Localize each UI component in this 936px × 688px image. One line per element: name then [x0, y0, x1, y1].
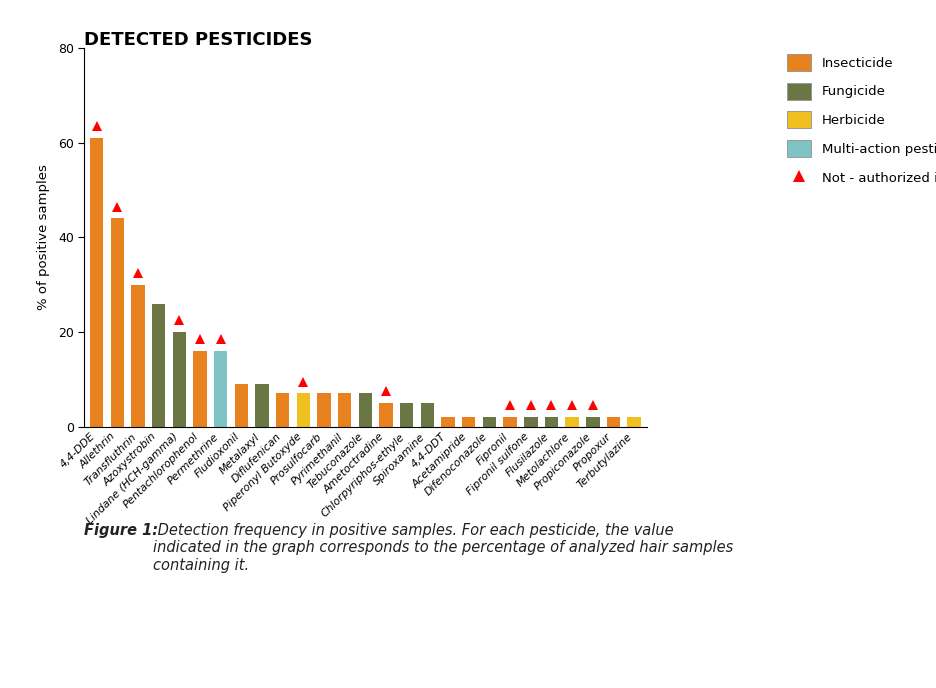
- Bar: [523, 417, 537, 427]
- Bar: [400, 403, 413, 427]
- Bar: [585, 417, 599, 427]
- Bar: [131, 285, 145, 427]
- Text: Figure 1:: Figure 1:: [84, 523, 158, 538]
- Bar: [234, 384, 248, 427]
- Bar: [193, 351, 207, 427]
- Bar: [358, 394, 372, 427]
- Bar: [441, 417, 454, 427]
- Legend: Insecticide, Fungicide, Herbicide, Multi-action pesticide, Not - authorized in t: Insecticide, Fungicide, Herbicide, Multi…: [780, 47, 936, 193]
- Text: Detection frequency in positive samples. For each pesticide, the value
indicated: Detection frequency in positive samples.…: [153, 523, 732, 572]
- Bar: [110, 219, 124, 427]
- Bar: [90, 138, 103, 427]
- Bar: [152, 303, 166, 427]
- Bar: [564, 417, 578, 427]
- Bar: [256, 384, 269, 427]
- Y-axis label: % of positive samples: % of positive samples: [37, 164, 50, 310]
- Bar: [420, 403, 433, 427]
- Bar: [627, 417, 640, 427]
- Bar: [297, 394, 310, 427]
- Bar: [607, 417, 620, 427]
- Bar: [482, 417, 496, 427]
- Bar: [172, 332, 186, 427]
- Text: DETECTED PESTICIDES: DETECTED PESTICIDES: [84, 31, 313, 49]
- Bar: [317, 394, 330, 427]
- Bar: [338, 394, 351, 427]
- Bar: [503, 417, 517, 427]
- Bar: [461, 417, 475, 427]
- Bar: [213, 351, 227, 427]
- Bar: [379, 403, 392, 427]
- Bar: [544, 417, 558, 427]
- Bar: [276, 394, 289, 427]
